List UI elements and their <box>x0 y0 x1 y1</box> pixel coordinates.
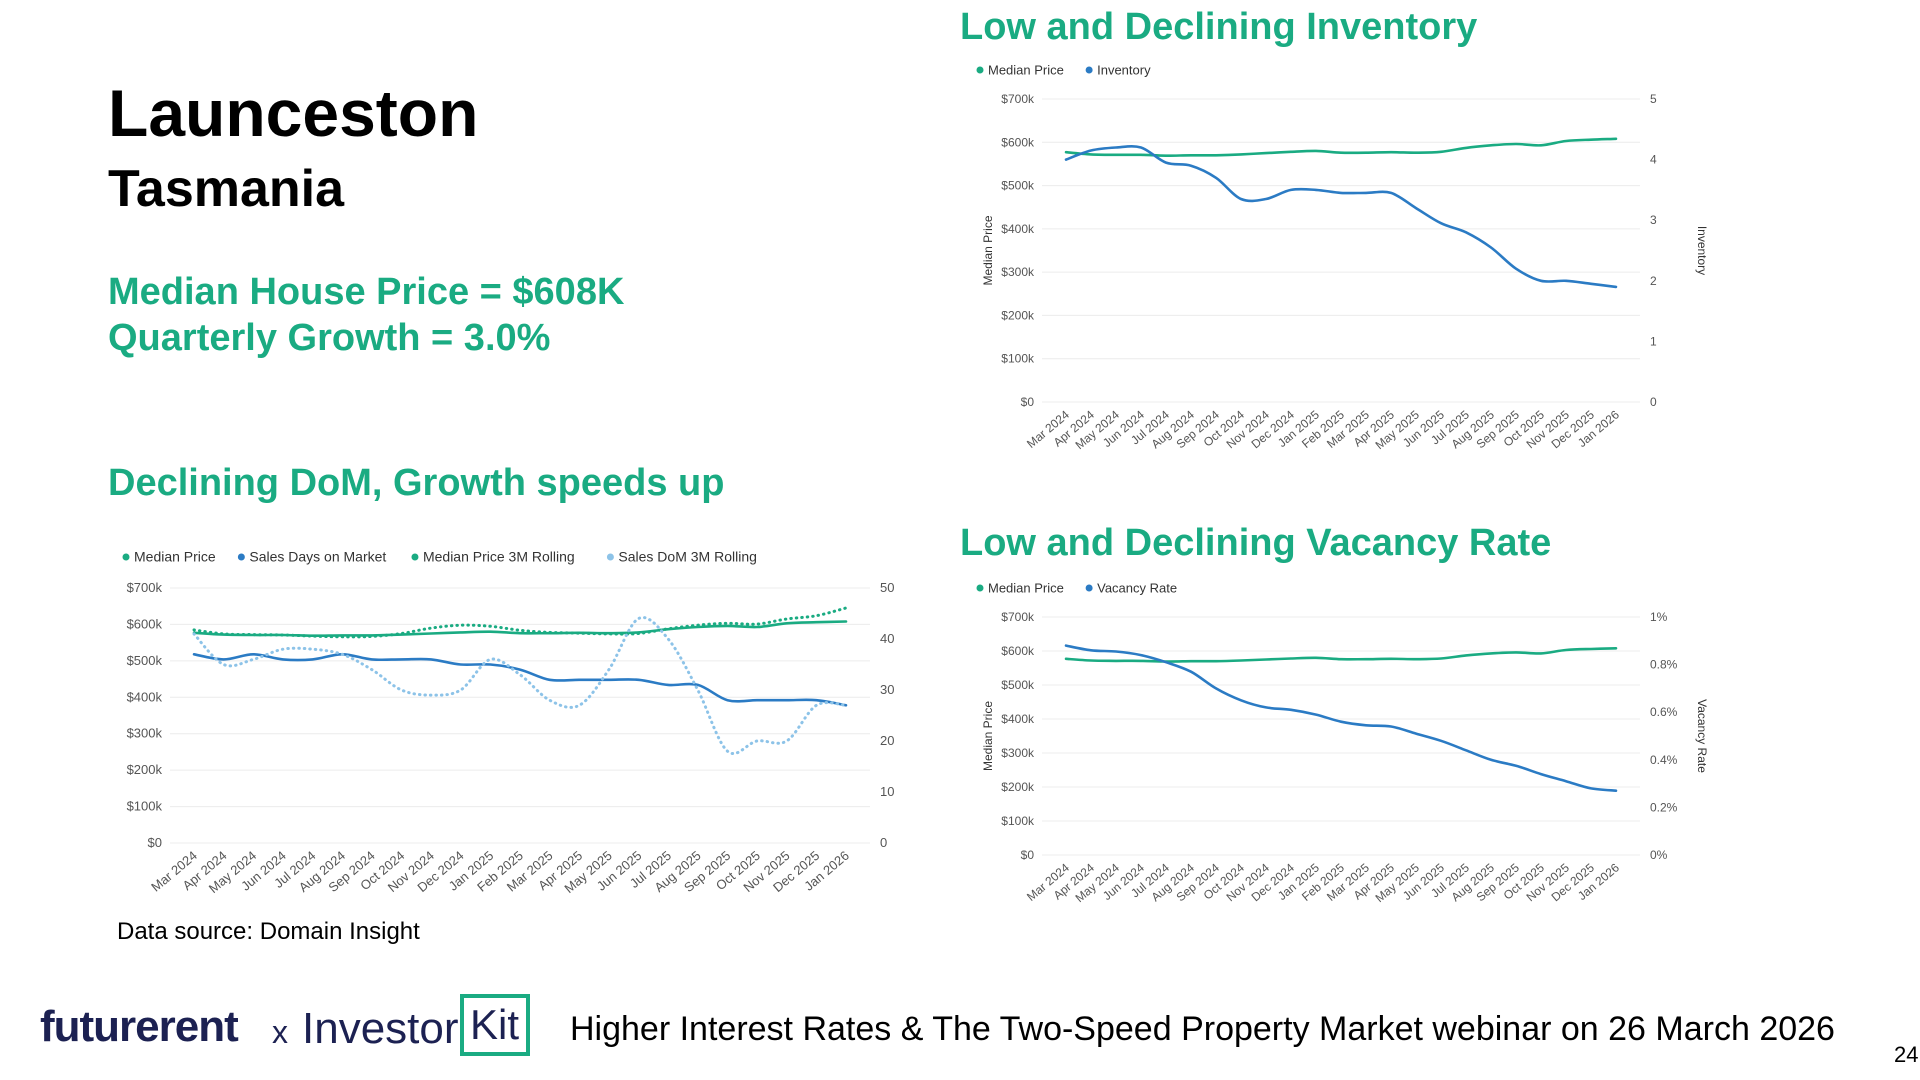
state-title: Tasmania <box>108 160 345 218</box>
right-tick-label: 0.6% <box>1650 705 1678 719</box>
left-tick-label: $400k <box>1001 712 1035 726</box>
legend-marker-inventory <box>1085 66 1093 74</box>
right-tick-label: 50 <box>880 580 894 595</box>
dom-chart: Median Price Sales Days on Market Median P… <box>122 549 894 896</box>
right-tick-label: 1% <box>1650 610 1668 624</box>
legend-label-inventory: Inventory <box>1097 63 1151 78</box>
vacancy-chart: Median Price Vacancy Rate $0 $100k $200k $300… <box>976 581 1709 905</box>
legend-label-median-price-3m-rolling: Median Price 3M Rolling <box>423 549 575 565</box>
left-tick-label: $100k <box>1001 814 1035 828</box>
right-tick-label: 2 <box>1650 274 1657 288</box>
series-line-vacancy-rate <box>1064 644 1618 792</box>
left-tick-label: $0 <box>148 835 162 850</box>
investorkit-logo: Investor <box>302 1004 459 1053</box>
futurerent-logo: futurerent <box>40 1002 239 1051</box>
vacancy-section-title: Low and Declining Vacancy Rate <box>960 522 1552 564</box>
left-tick-label: $0 <box>1021 395 1035 409</box>
left-tick-label: $200k <box>1001 308 1035 322</box>
inventory-section-title: Low and Declining Inventory <box>960 6 1478 48</box>
right-axis-label: Vacancy Rate <box>1695 699 1709 773</box>
investorkit-logo-kit: Kit <box>460 994 530 1056</box>
right-tick-label: 10 <box>880 784 894 799</box>
right-tick-label: 0% <box>1650 848 1668 862</box>
dom-section-title: Declining DoM, Growth speeds up <box>108 462 725 504</box>
series-line-median-price <box>1064 647 1618 663</box>
left-tick-label: $400k <box>1001 222 1035 236</box>
right-tick-label: 40 <box>880 631 894 646</box>
footer-webinar-text: Higher Interest Rates & The Two-Speed Pr… <box>570 1010 1835 1048</box>
right-tick-label: 1 <box>1650 334 1657 348</box>
legend-label-median-price: Median Price <box>134 549 216 565</box>
left-tick-label: $500k <box>127 653 163 668</box>
right-tick-label: 3 <box>1650 213 1657 227</box>
left-tick-label: $600k <box>1001 135 1035 149</box>
series-line-median-price <box>1064 137 1618 158</box>
left-tick-label: $600k <box>127 616 163 631</box>
left-axis-label: Median Price <box>981 215 995 285</box>
left-tick-label: $500k <box>1001 179 1035 193</box>
legend-label-sales-dom-3m-rolling: Sales DoM 3M Rolling <box>618 549 757 565</box>
legend-marker-sales-days-on-market <box>237 553 245 561</box>
left-tick-label: $200k <box>1001 780 1035 794</box>
data-source: Data source: Domain Insight <box>117 918 420 945</box>
left-tick-label: $500k <box>1001 678 1035 692</box>
quarterly-growth: Quarterly Growth = 3.0% <box>108 317 551 359</box>
page-number: 24 <box>1894 1042 1919 1067</box>
legend-marker-vacancy-rate <box>1085 584 1093 592</box>
legend-marker-median-price <box>976 584 984 592</box>
left-tick-label: $400k <box>127 689 163 704</box>
right-tick-label: 0.4% <box>1650 753 1678 767</box>
legend-marker-median-price <box>976 66 984 74</box>
inventory-chart: Median Price Inventory $0 $100k $200k $300k $4… <box>976 63 1709 452</box>
city-title: Launceston <box>108 76 479 150</box>
left-tick-label: $700k <box>1001 92 1035 106</box>
legend-marker-median-price-3m-rolling <box>411 553 419 561</box>
legend-marker-sales-dom-3m-rolling <box>606 553 614 561</box>
left-tick-label: $700k <box>1001 610 1035 624</box>
left-tick-label: $300k <box>1001 265 1035 279</box>
legend-label-median-price: Median Price <box>988 581 1064 596</box>
right-tick-label: 4 <box>1650 153 1657 167</box>
left-axis-label: Median Price <box>981 701 995 771</box>
series-line-median-price-3m-rolling <box>192 606 848 639</box>
median-house-price: Median House Price = $608K <box>108 271 625 313</box>
series-line-inventory <box>1064 144 1618 289</box>
right-tick-label: 0 <box>1650 395 1657 409</box>
legend-label-vacancy-rate: Vacancy Rate <box>1097 581 1177 596</box>
right-tick-label: 0.2% <box>1650 800 1678 814</box>
right-tick-label: 5 <box>1650 92 1657 106</box>
right-tick-label: 0 <box>880 835 887 850</box>
right-tick-label: 30 <box>880 682 894 697</box>
right-tick-label: 0.8% <box>1650 658 1678 672</box>
left-tick-label: $700k <box>127 580 163 595</box>
left-tick-label: $600k <box>1001 644 1035 658</box>
series-line-sales-days-on-market <box>192 652 848 707</box>
legend-marker-median-price <box>122 553 130 561</box>
logo-separator: x <box>272 1014 288 1050</box>
right-axis-label: Inventory <box>1695 226 1709 275</box>
legend-label-sales-days-on-market: Sales Days on Market <box>249 549 386 565</box>
left-tick-label: $0 <box>1021 848 1035 862</box>
right-tick-label: 20 <box>880 733 894 748</box>
series-line-sales-dom-3m-rolling <box>192 616 848 755</box>
left-tick-label: $100k <box>1001 352 1035 366</box>
legend-label-median-price: Median Price <box>988 63 1064 78</box>
left-tick-label: $100k <box>127 799 163 814</box>
left-tick-label: $300k <box>127 726 163 741</box>
left-tick-label: $300k <box>1001 746 1035 760</box>
left-tick-label: $200k <box>127 762 163 777</box>
